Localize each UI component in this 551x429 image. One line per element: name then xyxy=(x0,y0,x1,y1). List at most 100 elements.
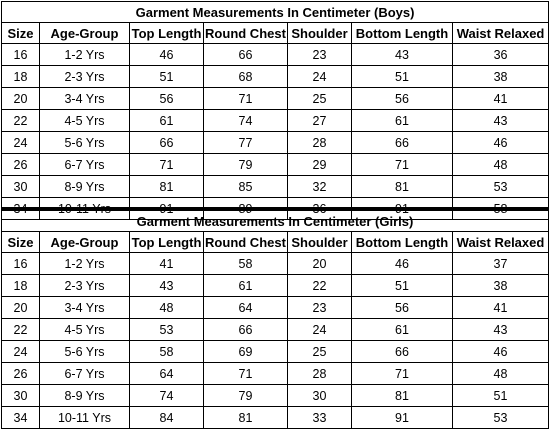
table-cell: 3-4 Yrs xyxy=(39,296,130,319)
table-cell: 20 xyxy=(1,296,40,319)
table-cell: 6-7 Yrs xyxy=(39,362,130,385)
table-cell: 51 xyxy=(129,65,204,88)
table-row: 18 2-3 Yrs 43 61 22 51 38 xyxy=(1,274,549,297)
table-cell: 77 xyxy=(203,131,288,154)
table-cell: 5-6 Yrs xyxy=(39,131,130,154)
table-cell: 61 xyxy=(129,109,204,132)
table-title-row: Garment Measurements In Centimeter (Boys… xyxy=(0,1,550,23)
table-cell: 2-3 Yrs xyxy=(39,65,130,88)
table-cell: 38 xyxy=(452,274,549,297)
table-cell: 4-5 Yrs xyxy=(39,109,130,132)
table-cell: 71 xyxy=(203,87,288,110)
table-row: 30 8-9 Yrs 74 79 30 81 51 xyxy=(1,384,549,407)
table-cell: 46 xyxy=(451,131,550,154)
table-cell: 64 xyxy=(203,296,288,319)
table-cell: 43 xyxy=(452,318,549,341)
table-cell: 68 xyxy=(203,65,288,88)
table-cell: 79 xyxy=(203,153,288,176)
table-row: 16 1-2 Yrs 46 66 23 43 36 xyxy=(1,43,550,66)
column-header-row: Size Age-Group Top Length Round Chest Should… xyxy=(1,22,550,44)
table-cell: 53 xyxy=(451,175,550,198)
table-cell: 6-7 Yrs xyxy=(39,153,130,176)
column-header: Waist Relaxed xyxy=(451,22,550,44)
table-cell: 48 xyxy=(451,153,550,176)
table-cell: 10-11 Yrs xyxy=(39,406,130,429)
table-cell: 43 xyxy=(351,43,453,66)
table-cell: 61 xyxy=(351,318,453,341)
table-cell: 37 xyxy=(452,252,549,275)
table-cell: 24 xyxy=(287,318,352,341)
table-cell: 81 xyxy=(203,406,288,429)
table-cell: 24 xyxy=(1,131,40,154)
table-cell: 16 xyxy=(1,252,40,275)
table-cell: 3-4 Yrs xyxy=(39,87,130,110)
table-cell: 66 xyxy=(203,43,288,66)
table-cell: 4-5 Yrs xyxy=(39,318,130,341)
table-cell: 66 xyxy=(351,131,453,154)
column-header: Round Chest xyxy=(203,22,288,44)
table-cell: 81 xyxy=(351,384,453,407)
table-cell: 18 xyxy=(1,274,40,297)
table-row: 26 6-7 Yrs 71 79 29 71 48 xyxy=(1,153,550,176)
table-cell: 46 xyxy=(452,340,549,363)
column-header: Bottom Length xyxy=(351,231,453,253)
table-cell: 66 xyxy=(351,340,453,363)
table-cell: 30 xyxy=(1,384,40,407)
table-cell: 58 xyxy=(129,340,204,363)
table-cell: 61 xyxy=(203,274,288,297)
table-separator xyxy=(1,207,548,210)
table-row: 22 4-5 Yrs 53 66 24 61 43 xyxy=(1,318,549,341)
table-cell: 66 xyxy=(203,318,288,341)
table-cell: 56 xyxy=(351,296,453,319)
table-cell: 30 xyxy=(287,384,352,407)
column-header: Round Chest xyxy=(203,231,288,253)
girls-measurement-table: Garment Measurements In Centimeter (Girl… xyxy=(1,210,549,429)
table-cell: 24 xyxy=(287,65,352,88)
table-cell: 71 xyxy=(129,153,204,176)
table-cell: 81 xyxy=(351,175,453,198)
table-cell: 91 xyxy=(351,406,453,429)
table-title: Garment Measurements In Centimeter (Boys… xyxy=(0,1,550,23)
table-cell: 29 xyxy=(287,153,352,176)
table-cell: 20 xyxy=(287,252,352,275)
table-cell: 43 xyxy=(129,274,204,297)
table-cell: 24 xyxy=(1,340,40,363)
table-title: Garment Measurements In Centimeter (Girl… xyxy=(1,210,549,232)
table-cell: 56 xyxy=(351,87,453,110)
table-cell: 53 xyxy=(452,406,549,429)
column-header: Shoulder xyxy=(287,22,352,44)
table-cell: 46 xyxy=(351,252,453,275)
table-row: 24 5-6 Yrs 58 69 25 66 46 xyxy=(1,340,549,363)
table-cell: 81 xyxy=(129,175,204,198)
table-cell: 28 xyxy=(287,131,352,154)
table-row: 26 6-7 Yrs 64 71 28 71 48 xyxy=(1,362,549,385)
table-row: 34 10-11 Yrs 84 81 33 91 53 xyxy=(1,406,549,429)
table-cell: 61 xyxy=(351,109,453,132)
column-header: Size xyxy=(1,231,40,253)
table-cell: 41 xyxy=(129,252,204,275)
table-cell: 85 xyxy=(203,175,288,198)
table-cell: 56 xyxy=(129,87,204,110)
column-header: Shoulder xyxy=(287,231,352,253)
table-cell: 71 xyxy=(203,362,288,385)
table-cell: 38 xyxy=(451,65,550,88)
table-cell: 22 xyxy=(1,109,40,132)
table-cell: 28 xyxy=(287,362,352,385)
table-row: 20 3-4 Yrs 56 71 25 56 41 xyxy=(1,87,550,110)
table-cell: 25 xyxy=(287,340,352,363)
table-cell: 1-2 Yrs xyxy=(39,43,130,66)
table-cell: 23 xyxy=(287,43,352,66)
column-header: Bottom Length xyxy=(351,22,453,44)
table-cell: 22 xyxy=(287,274,352,297)
table-cell: 48 xyxy=(452,362,549,385)
table-cell: 5-6 Yrs xyxy=(39,340,130,363)
table-row: 22 4-5 Yrs 61 74 27 61 43 xyxy=(1,109,550,132)
table-cell: 2-3 Yrs xyxy=(39,274,130,297)
table-cell: 22 xyxy=(1,318,40,341)
table-cell: 8-9 Yrs xyxy=(39,175,130,198)
table-cell: 26 xyxy=(1,362,40,385)
table-cell: 79 xyxy=(203,384,288,407)
table-cell: 51 xyxy=(351,65,453,88)
table-cell: 51 xyxy=(452,384,549,407)
